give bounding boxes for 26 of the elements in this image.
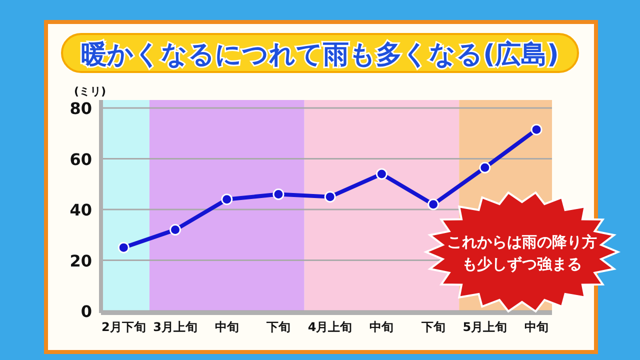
annotation: これからは雨の降り方も少しずつ強まる: [447, 233, 597, 273]
y-axis-title: (ミリ): [74, 85, 106, 98]
x-tick-label: 2月下旬: [101, 320, 146, 334]
x-tick-label: 中旬: [524, 320, 549, 334]
point: [170, 224, 182, 236]
y-tick-label: 80: [70, 99, 92, 118]
x-tick-label: 4月上旬: [308, 320, 352, 334]
y-tick-label: 60: [70, 150, 92, 169]
point: [118, 242, 130, 254]
x-tick-label: 中旬: [214, 320, 239, 334]
point: [530, 124, 542, 136]
y-tick-label: 20: [70, 251, 92, 270]
x-tick-label: 5月上旬: [462, 320, 508, 334]
x-tick-label: 下旬: [265, 320, 290, 334]
point: [428, 198, 440, 210]
point: [376, 168, 388, 180]
point: [324, 191, 336, 203]
x-tick-label: 下旬: [420, 320, 446, 334]
x-tick-label: 3月上旬: [153, 320, 198, 334]
y-tick-label: 0: [80, 302, 92, 321]
chart-title: 暖かくなるにつれて雨も多くなる(広島): [81, 40, 559, 70]
point: [221, 194, 233, 206]
point: [272, 188, 284, 200]
x-tick-label: 中旬: [370, 320, 394, 334]
y-tick-label: 40: [70, 200, 92, 220]
point: [479, 162, 491, 174]
